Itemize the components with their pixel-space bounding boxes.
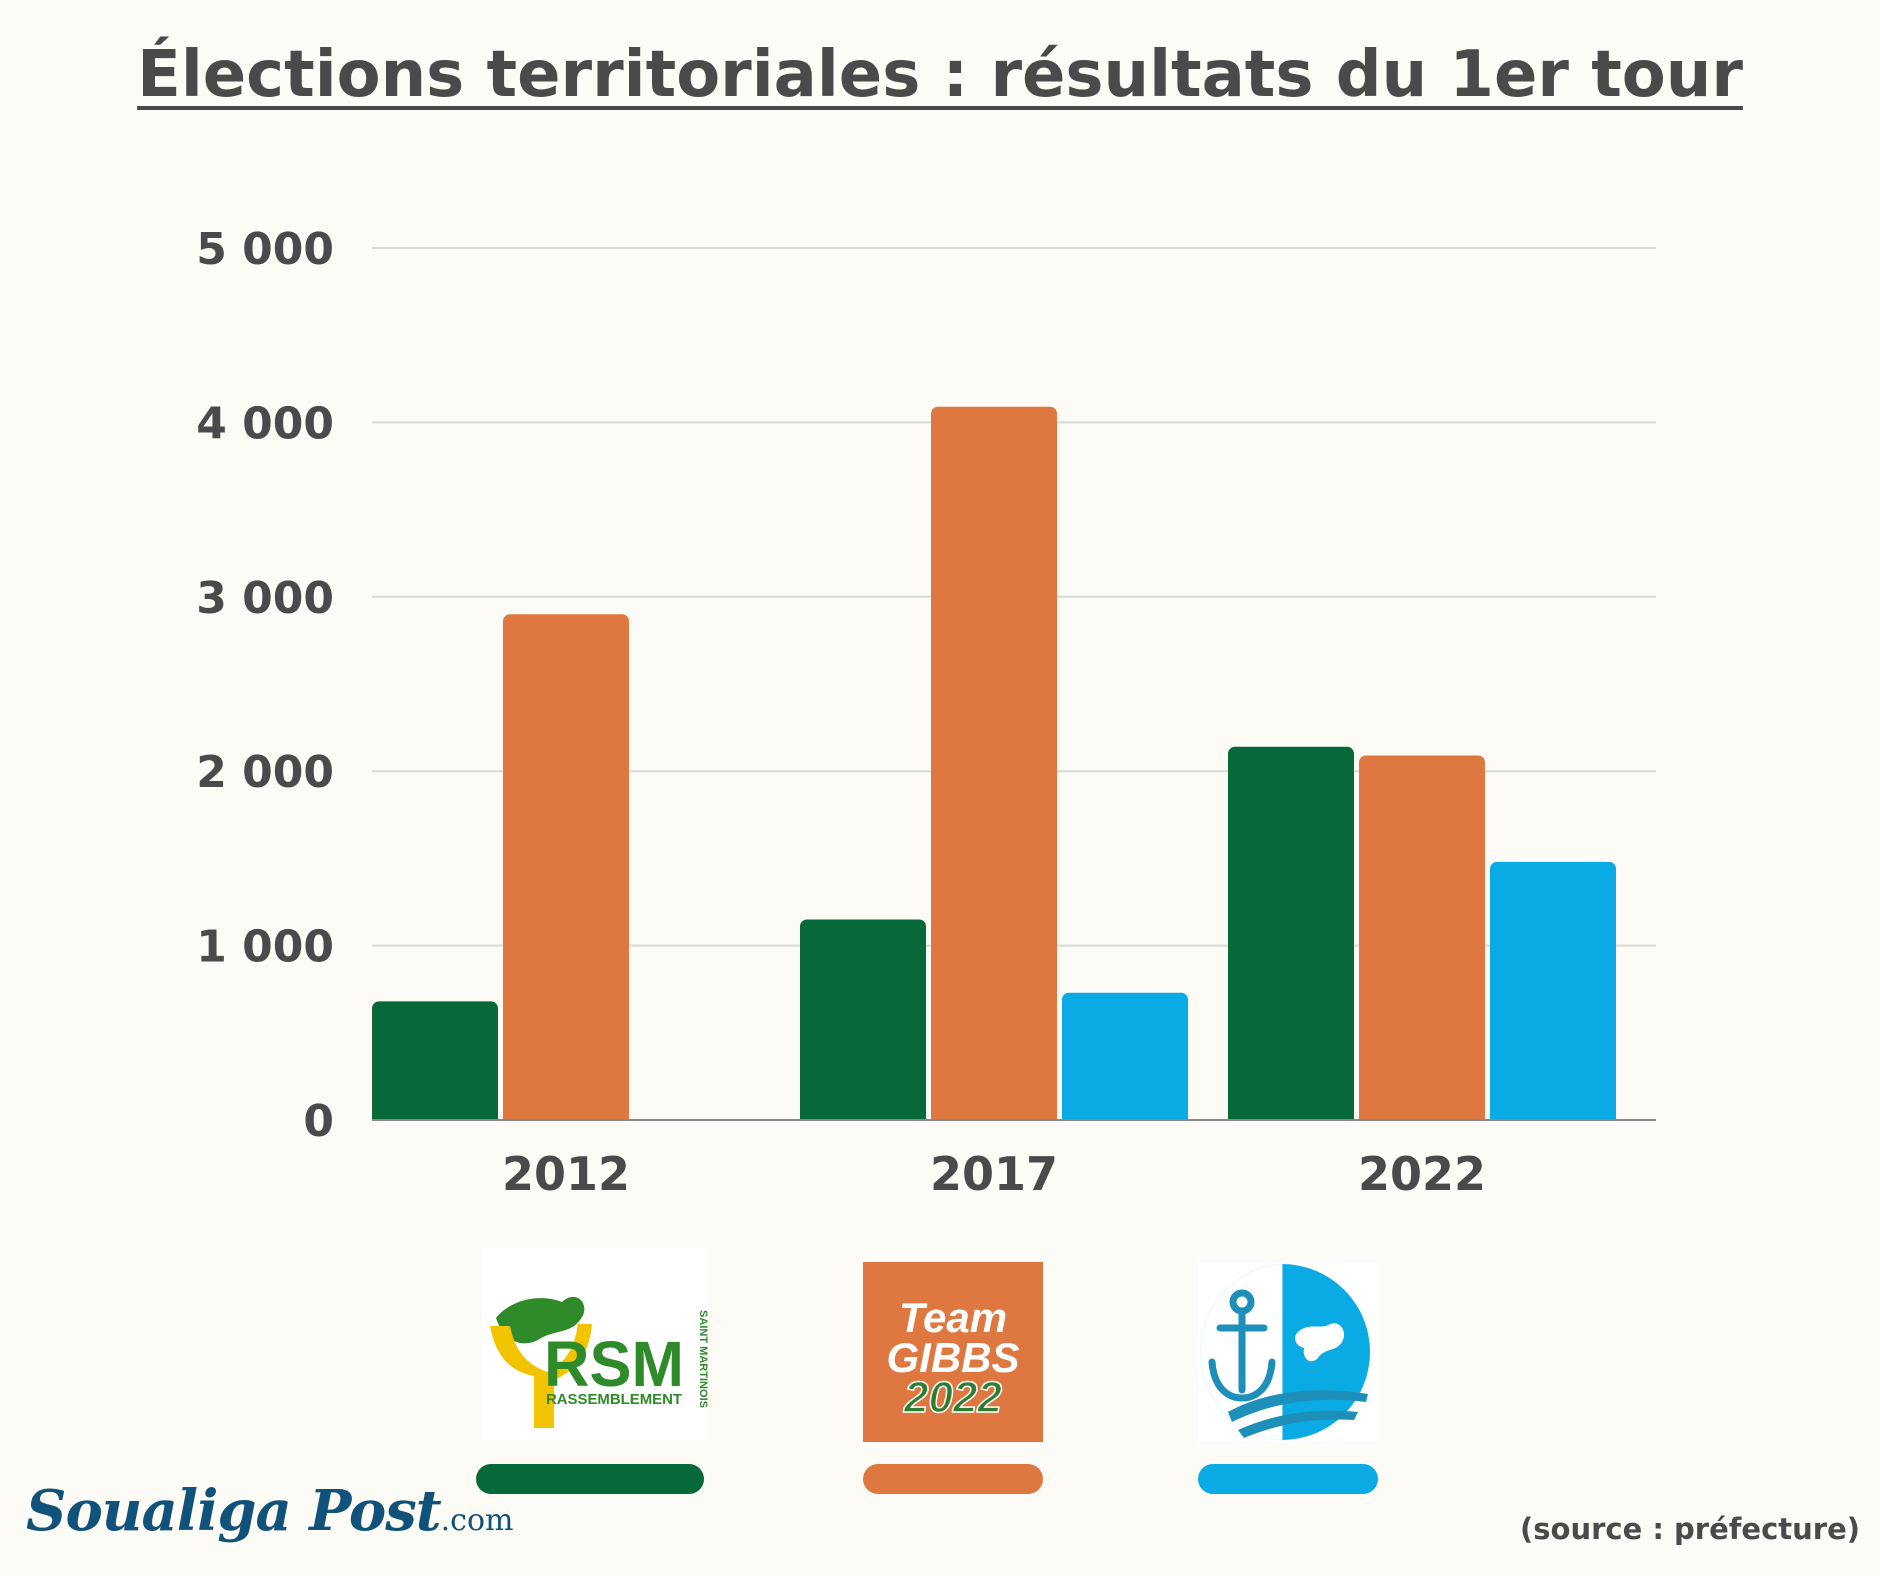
rsm-logo: RSM RASSEMBLEMENT SAINT MARTINOIS — [482, 1248, 709, 1440]
bar — [800, 919, 926, 1120]
y-tick-label: 5 000 — [196, 224, 334, 275]
gibbs-logo-line2: GIBBS — [886, 1334, 1019, 1381]
anchor-icon — [1208, 1289, 1276, 1402]
legend-swatch-third — [1198, 1464, 1378, 1494]
waves-icon — [1228, 1390, 1368, 1438]
y-tick-label: 2 000 — [196, 747, 334, 798]
bar-base — [931, 1110, 1057, 1120]
chart-title: Élections territoriales : résultats du 1… — [137, 38, 1743, 112]
bar-chart: 0 1 000 2 000 3 000 4 000 5 000 2012 2017 2022 — [196, 224, 1656, 1201]
y-tick-label: 0 — [303, 1096, 334, 1147]
legend-swatch-rsm — [476, 1464, 704, 1494]
bar-base — [1490, 1110, 1616, 1120]
bar — [1359, 755, 1485, 1120]
rsm-logo-side: SAINT MARTINOIS — [697, 1310, 708, 1408]
y-tick-label: 3 000 — [196, 573, 334, 624]
x-axis-ticks: 2012 2017 2022 — [502, 1147, 1486, 1201]
y-tick-label: 1 000 — [196, 922, 334, 973]
bar — [1490, 861, 1616, 1120]
bar — [931, 406, 1057, 1121]
team-gibbs-logo: Team GIBBS 2022 — [863, 1262, 1043, 1442]
x-tick-label: 2017 — [930, 1147, 1058, 1201]
y-axis-ticks: 0 1 000 2 000 3 000 4 000 5 000 — [196, 224, 334, 1147]
rsm-logo-main: RSM — [544, 1328, 684, 1400]
brand-suffix: .com — [440, 1503, 514, 1538]
legend-swatch-gibbs — [863, 1464, 1043, 1494]
x-tick-label: 2012 — [502, 1147, 630, 1201]
gibbs-logo-line3: 2022 — [903, 1373, 1002, 1422]
bar-base — [372, 1110, 498, 1120]
rsm-logo-sub: RASSEMBLEMENT — [546, 1391, 682, 1408]
x-tick-label: 2022 — [1358, 1147, 1486, 1201]
bar-base — [503, 1110, 629, 1120]
hands-icon — [490, 1324, 592, 1428]
brand-main: Soualiga Post — [26, 1478, 442, 1544]
brand-logo: Soualiga Post.com — [26, 1478, 514, 1544]
anchor-island-logo — [1198, 1262, 1380, 1442]
bar-base — [1062, 1110, 1188, 1120]
source-note: (source : préfecture) — [1520, 1512, 1860, 1546]
island-map-icon — [1295, 1323, 1345, 1362]
bar-base — [1359, 1110, 1485, 1120]
bar-base — [800, 1110, 926, 1120]
bar-base — [1228, 1110, 1354, 1120]
bar — [1062, 992, 1188, 1120]
bars — [372, 406, 1656, 1121]
gibbs-logo-line1: Team — [899, 1294, 1007, 1341]
island-shape-icon — [496, 1296, 585, 1344]
bar — [503, 614, 629, 1120]
y-tick-label: 4 000 — [196, 398, 334, 449]
bar — [372, 1001, 498, 1120]
bar — [1228, 746, 1354, 1120]
